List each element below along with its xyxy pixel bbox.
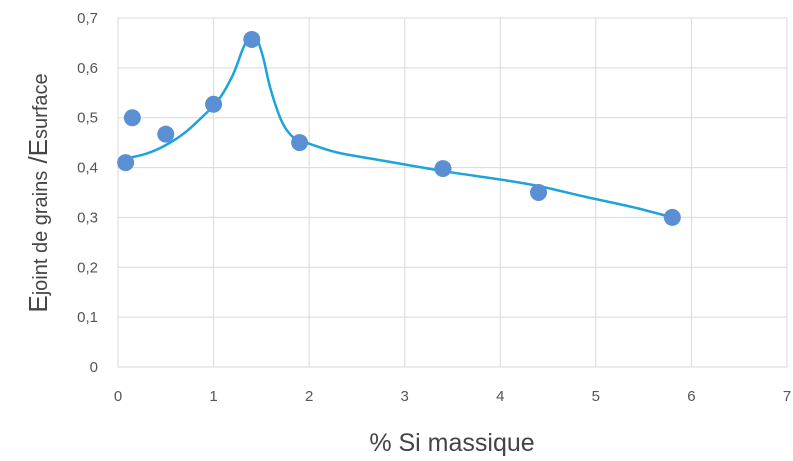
x-tick-label: 0 — [114, 388, 122, 405]
data-point — [157, 125, 175, 143]
data-point — [291, 134, 309, 152]
y-axis-title-e2: E — [23, 139, 53, 156]
fit-curve-line — [124, 32, 674, 219]
x-tick-label: 2 — [305, 388, 313, 405]
x-tick-label: 7 — [783, 388, 791, 405]
data-point — [434, 160, 452, 178]
y-axis-title-e1: E — [23, 295, 53, 312]
y-axis-title-sep: / — [23, 156, 53, 171]
y-axis-title-sub1: joint de grains — [30, 171, 52, 297]
y-tick-label: 0,7 — [77, 10, 98, 27]
data-point — [205, 95, 223, 113]
x-tick-label: 1 — [209, 388, 217, 405]
y-tick-label: 0,4 — [77, 160, 98, 177]
data-point — [117, 154, 135, 172]
x-axis-title: % Si massique — [369, 429, 534, 457]
y-axis-title: Ejoint de grains /Esurface — [23, 73, 53, 312]
data-point — [123, 109, 141, 127]
y-tick-label: 0,5 — [77, 110, 98, 127]
y-tick-labels: 0 0,1 0,2 0,3 0,4 0,5 0,6 0,7 — [77, 10, 98, 376]
y-tick-label: 0,3 — [77, 209, 98, 226]
y-tick-label: 0,1 — [77, 309, 98, 326]
y-tick-label: 0 — [90, 359, 98, 376]
y-axis-title-sub2: surface — [30, 73, 52, 139]
x-tick-label: 3 — [401, 388, 409, 405]
data-point — [243, 30, 261, 48]
x-tick-label: 4 — [496, 388, 504, 405]
data-point — [530, 184, 548, 201]
vertical-gridlines — [117, 18, 788, 367]
x-tick-label: 6 — [687, 388, 695, 405]
x-tick-labels: 0 1 2 3 4 5 6 7 — [114, 388, 791, 405]
horizontal-gridlines — [118, 17, 787, 368]
y-tick-label: 0,6 — [77, 60, 98, 77]
data-point — [663, 208, 681, 226]
x-tick-label: 5 — [592, 388, 600, 405]
series-layer — [117, 30, 681, 226]
y-tick-label: 0,2 — [77, 259, 98, 276]
